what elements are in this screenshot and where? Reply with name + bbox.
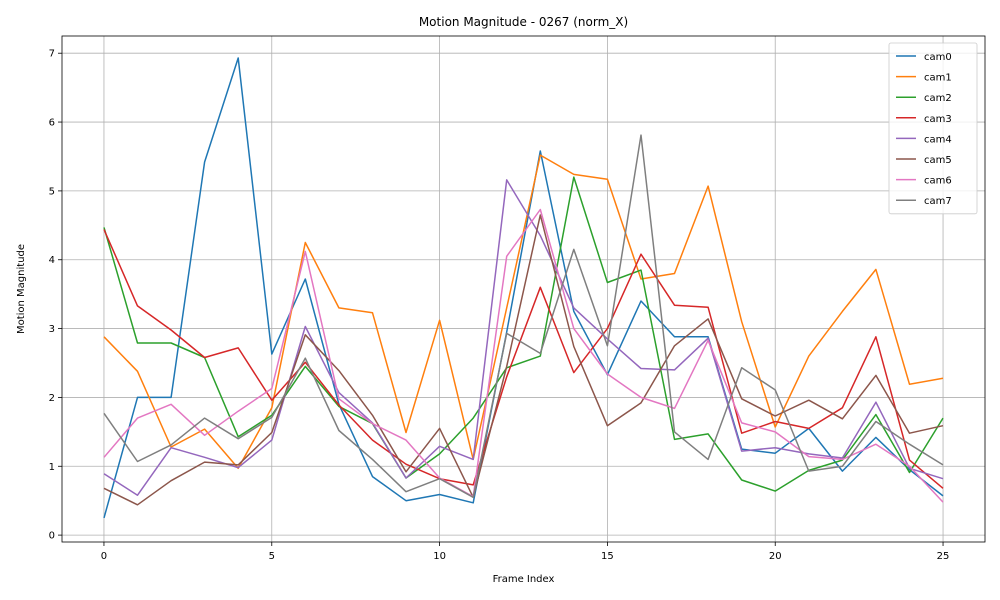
y-tick-label: 1 bbox=[49, 462, 55, 473]
y-tick-label: 2 bbox=[49, 393, 55, 404]
legend-label-cam6: cam6 bbox=[924, 176, 952, 187]
series-line-cam3 bbox=[103, 229, 944, 489]
legend-box bbox=[888, 42, 978, 215]
series-line-cam5 bbox=[103, 214, 944, 506]
grid bbox=[62, 36, 985, 542]
series-line-cam6 bbox=[103, 208, 944, 503]
series-lines bbox=[103, 57, 944, 519]
x-tick-label: 15 bbox=[601, 551, 614, 562]
legend: cam0 cam1 cam2 cam3 cam4 cam5 cam6 cam7 bbox=[888, 42, 978, 215]
legend-label-cam5: cam5 bbox=[924, 155, 952, 166]
legend-label-cam1: cam1 bbox=[924, 73, 952, 84]
x-tick-label: 20 bbox=[769, 551, 782, 562]
series-line-cam7 bbox=[103, 134, 944, 499]
series-line-cam0 bbox=[103, 57, 944, 519]
y-axis-label: Motion Magnitude bbox=[16, 244, 27, 334]
y-tick-label: 3 bbox=[49, 324, 55, 335]
y-tick-label: 7 bbox=[49, 49, 55, 60]
chart-title: Motion Magnitude - 0267 (norm_X) bbox=[419, 15, 628, 29]
y-tick-label: 6 bbox=[49, 118, 55, 129]
y-tick-label: 4 bbox=[49, 255, 55, 266]
x-tick-label: 5 bbox=[269, 551, 275, 562]
legend-label-cam3: cam3 bbox=[924, 114, 952, 125]
y-tick-label: 5 bbox=[49, 186, 55, 197]
plot-area-frame bbox=[61, 35, 986, 543]
legend-label-cam7: cam7 bbox=[924, 196, 952, 207]
series-line-cam1 bbox=[103, 154, 944, 470]
legend-label-cam2: cam2 bbox=[924, 93, 952, 104]
axis-ticks: 0 5 10 15 20 25 0 1 2 3 4 5 6 7 bbox=[49, 49, 950, 562]
y-tick-label: 0 bbox=[49, 531, 55, 542]
x-tick-label: 0 bbox=[101, 551, 107, 562]
x-axis-label: Frame Index bbox=[493, 574, 555, 585]
legend-label-cam4: cam4 bbox=[924, 134, 952, 145]
x-tick-label: 25 bbox=[937, 551, 950, 562]
series-line-cam2 bbox=[103, 176, 944, 492]
legend-label-cam0: cam0 bbox=[924, 52, 952, 63]
x-tick-label: 10 bbox=[433, 551, 446, 562]
